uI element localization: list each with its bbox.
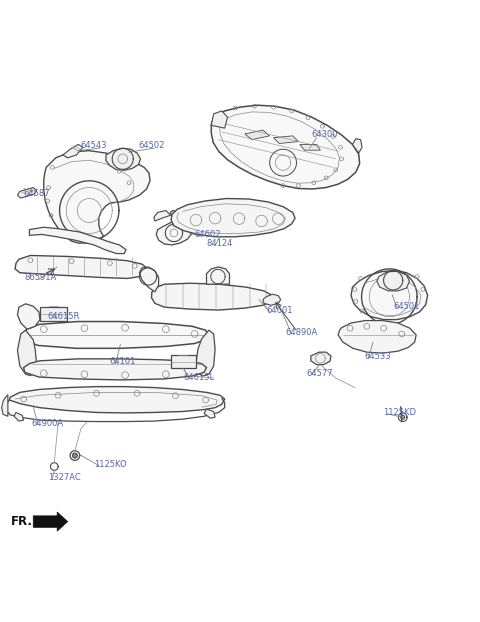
Text: 64587: 64587 [24,189,50,198]
Polygon shape [17,187,36,198]
Polygon shape [33,512,68,531]
Polygon shape [206,267,229,284]
Polygon shape [17,330,36,376]
Polygon shape [377,271,409,291]
Text: 64900A: 64900A [32,419,64,428]
Polygon shape [274,136,299,144]
Text: 1327AC: 1327AC [48,473,80,481]
Text: FR.: FR. [11,515,33,528]
Text: 86591A: 86591A [24,273,57,282]
Text: 64101: 64101 [110,357,136,366]
Text: 64543: 64543 [81,141,107,151]
Text: 64501: 64501 [393,302,420,311]
Text: 1125KO: 1125KO [94,460,127,468]
Text: 64577: 64577 [306,369,333,378]
Text: 64615L: 64615L [183,373,215,381]
Text: 84124: 84124 [206,239,233,249]
Polygon shape [156,221,191,245]
Polygon shape [106,148,141,170]
Text: 64890A: 64890A [286,328,318,337]
Polygon shape [15,256,147,279]
Polygon shape [352,139,362,153]
Polygon shape [17,304,40,329]
Polygon shape [211,105,360,189]
Text: 1125KD: 1125KD [383,408,416,417]
Polygon shape [351,271,428,320]
Text: 64502: 64502 [138,141,165,151]
Polygon shape [1,395,8,416]
Polygon shape [311,352,331,364]
Polygon shape [9,387,225,413]
Text: 64615R: 64615R [48,312,80,321]
Polygon shape [171,198,295,237]
Polygon shape [170,210,179,222]
Polygon shape [300,144,321,150]
Polygon shape [24,359,206,380]
Polygon shape [196,330,215,376]
Polygon shape [14,412,24,421]
Text: 64602: 64602 [194,230,221,239]
Polygon shape [152,283,273,310]
Polygon shape [40,307,67,320]
Polygon shape [211,111,228,128]
Polygon shape [63,144,83,158]
Text: 64300: 64300 [312,131,338,139]
Polygon shape [401,415,405,419]
Polygon shape [72,453,77,458]
Polygon shape [21,322,209,348]
Polygon shape [245,130,270,140]
Polygon shape [140,267,158,292]
Polygon shape [263,294,281,305]
Polygon shape [29,227,126,254]
Polygon shape [338,320,416,353]
Polygon shape [44,151,150,243]
Polygon shape [204,409,215,418]
Polygon shape [170,355,196,368]
Text: 64601: 64601 [266,305,293,315]
Text: 64533: 64533 [364,352,391,361]
Polygon shape [154,210,170,221]
